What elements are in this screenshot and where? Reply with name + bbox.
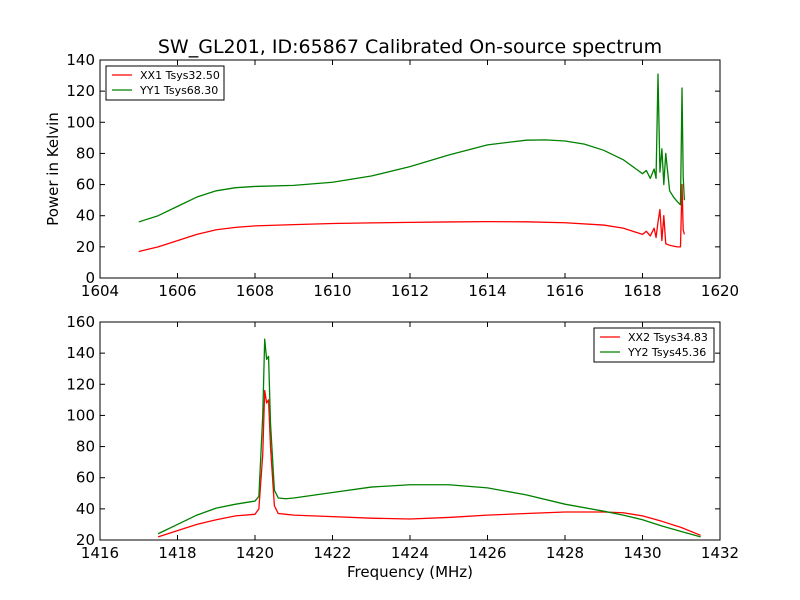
y-tick-label: 20 bbox=[76, 531, 95, 549]
x-tick-label: 1616 bbox=[546, 282, 584, 300]
x-tick-label: 1608 bbox=[236, 282, 274, 300]
x-tick-label: 1428 bbox=[546, 544, 584, 562]
y-tick-label: 100 bbox=[66, 113, 95, 131]
x-tick-label: 1612 bbox=[391, 282, 429, 300]
x-tick-label: 1420 bbox=[236, 544, 274, 562]
legend-entry: YY2 Tsys45.36 bbox=[627, 346, 706, 359]
x-tick-label: 1604 bbox=[81, 282, 119, 300]
x-tick-label: 1606 bbox=[158, 282, 196, 300]
bottom-panel: 1416 1418 1420 1422 1424 1426 1428 1430 1432 20 40… bbox=[66, 313, 739, 581]
y-tick-label: 40 bbox=[76, 207, 95, 225]
x-tick-label: 1614 bbox=[468, 282, 506, 300]
y-tick-label: 140 bbox=[66, 344, 95, 362]
y-tick-label: 160 bbox=[66, 313, 95, 331]
y-tick-label: 80 bbox=[76, 438, 95, 456]
x-tick-label: 1422 bbox=[313, 544, 351, 562]
y-tick-label: 40 bbox=[76, 500, 95, 518]
y-axis-label: Power in Kelvin bbox=[44, 112, 62, 226]
x-tick-label: 1618 bbox=[623, 282, 661, 300]
x-tick-label: 1430 bbox=[623, 544, 661, 562]
y-tick-label: 0 bbox=[85, 269, 95, 287]
x-tick-label: 1426 bbox=[468, 544, 506, 562]
y-tick-label: 80 bbox=[76, 144, 95, 162]
series-line-0-1 bbox=[138, 73, 685, 223]
x-axis-label: Frequency (MHz) bbox=[347, 563, 473, 581]
x-tick-label: 1620 bbox=[701, 282, 739, 300]
legend-box bbox=[593, 327, 715, 363]
y-tick-label: 120 bbox=[66, 82, 95, 100]
legend: XX1 Tsys32.50 YY1 Tsys68.30 bbox=[105, 65, 225, 101]
x-tick-label: 1416 bbox=[81, 544, 119, 562]
y-tick-label: 140 bbox=[66, 51, 95, 69]
legend-entry: XX2 Tsys34.83 bbox=[628, 331, 708, 344]
legend: XX2 Tsys34.83 YY2 Tsys45.36 bbox=[593, 327, 715, 363]
x-tick-label: 1418 bbox=[158, 544, 196, 562]
y-tick-label: 60 bbox=[76, 469, 95, 487]
series-line-1-1 bbox=[157, 338, 701, 538]
legend-entry: YY1 Tsys68.30 bbox=[139, 84, 218, 97]
x-tick-label: 1432 bbox=[701, 544, 739, 562]
legend-entry: XX1 Tsys32.50 bbox=[140, 69, 220, 82]
y-tick-label: 60 bbox=[76, 176, 95, 194]
series-line-0-0 bbox=[138, 183, 685, 253]
y-tick-label: 120 bbox=[66, 375, 95, 393]
x-tick-label: 1424 bbox=[391, 544, 429, 562]
y-tick-label: 20 bbox=[76, 238, 95, 256]
x-tick-label: 1610 bbox=[313, 282, 351, 300]
chart-title: SW_GL201, ID:65867 Calibrated On-source … bbox=[158, 36, 662, 58]
y-tick-label: 100 bbox=[66, 406, 95, 424]
top-panel: 1604 1606 1608 1610 1612 1614 1616 1618 1620 0 20 4… bbox=[44, 51, 739, 300]
legend-box bbox=[105, 65, 225, 101]
